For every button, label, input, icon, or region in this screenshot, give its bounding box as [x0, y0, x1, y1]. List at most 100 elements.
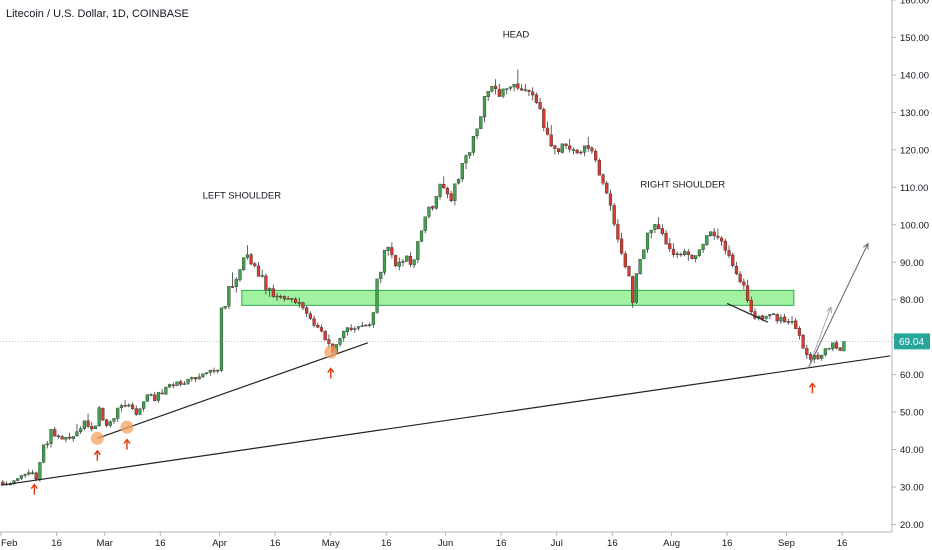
x-tick-label: Sep: [778, 538, 795, 549]
candle-up: [242, 257, 246, 270]
candle-down: [716, 235, 720, 238]
candle-up: [260, 275, 264, 277]
candle-down: [282, 296, 287, 300]
candle-up: [145, 394, 149, 402]
up-arrow-head-icon: [93, 449, 101, 456]
candle-down: [749, 299, 753, 313]
candle-down: [445, 188, 450, 195]
candle-up: [482, 96, 487, 118]
candle-up: [479, 116, 483, 129]
candle-down: [660, 228, 664, 234]
candle-up: [475, 128, 479, 137]
candle-down: [497, 89, 501, 97]
y-tick-label: 120.00: [900, 145, 929, 156]
up-arrow-head-icon: [808, 382, 816, 388]
candle-down: [553, 145, 557, 149]
candle-up: [438, 183, 442, 197]
candle-down: [312, 318, 316, 326]
candle-down: [171, 384, 175, 386]
x-tick-label: Apr: [212, 538, 227, 549]
touch-marker: [90, 431, 104, 445]
candle-up: [386, 246, 390, 251]
x-tick-label: Mar: [97, 538, 113, 549]
y-tick-label: 150.00: [900, 33, 929, 44]
x-tick-label: 16: [722, 538, 733, 549]
candle-up: [642, 249, 646, 260]
candle-up: [705, 235, 709, 245]
candle-down: [134, 408, 138, 415]
candle-up: [694, 255, 698, 259]
y-tick-label: 20.00: [900, 520, 924, 531]
candle-down: [616, 224, 620, 240]
candle-up: [275, 295, 279, 298]
candle-up: [164, 386, 168, 395]
candle-up: [682, 251, 687, 255]
candle-up: [697, 249, 701, 256]
candle-up: [156, 392, 161, 401]
candle-up: [149, 394, 153, 396]
candle-up: [234, 279, 238, 287]
candle-down: [534, 94, 538, 103]
candle-up: [501, 88, 505, 97]
candle-down: [623, 253, 627, 268]
y-tick-label: 80.00: [900, 295, 924, 306]
projection-arrowhead: [826, 306, 832, 314]
candle-up: [93, 425, 98, 429]
candle-up: [464, 155, 468, 164]
candle-up: [342, 330, 346, 339]
price-axis: 160.00 150.00 140.00 130.00 120.00 110.00 100.…: [891, 0, 930, 532]
candle-up: [49, 429, 53, 444]
annotation-layer: LEFT SHOULDER HEAD RIGHT SHOULDER: [203, 29, 726, 201]
candle-down: [86, 420, 90, 427]
candle-up: [523, 89, 527, 91]
candle-up: [505, 88, 509, 90]
trendline-layer: [0, 242, 892, 486]
x-tick-label: 16: [607, 538, 618, 549]
candle-up: [182, 383, 186, 385]
projection-line: [808, 243, 869, 368]
candle-up: [219, 307, 224, 371]
y-tick-label: 110.00: [900, 183, 928, 194]
candle-up: [649, 229, 653, 234]
x-tick-label: 16: [837, 538, 848, 549]
candle-down: [816, 354, 820, 360]
candle-down: [775, 314, 779, 322]
candle-down: [308, 313, 312, 319]
candle-up: [71, 436, 75, 439]
candle-down: [249, 254, 253, 265]
candle-down: [627, 265, 631, 277]
candle-down: [104, 419, 109, 426]
candle-up: [490, 85, 494, 92]
candle-up: [768, 314, 772, 316]
resistance-zone-layer: [241, 289, 795, 306]
candle-layer: [1, 69, 846, 486]
candle-down: [301, 302, 305, 309]
candle-up: [97, 407, 101, 426]
candle-down: [612, 205, 616, 225]
candle-down: [393, 255, 398, 267]
candle-up: [827, 348, 831, 350]
candle-down: [797, 328, 802, 336]
candle-up: [823, 348, 827, 356]
x-tick-label: 16: [381, 538, 392, 549]
candle-up: [582, 145, 587, 153]
candle-down: [686, 251, 690, 256]
candle-down: [745, 285, 750, 301]
marker-layer: [30, 345, 816, 495]
candle-up: [397, 261, 401, 267]
candle-up: [42, 444, 46, 463]
time-axis: Feb 16 Mar 16 Apr 16 May 16 Jun 16 Jul 16 Aug 16 Sep 16: [0, 531, 892, 549]
candle-down: [449, 193, 453, 202]
candle-up: [45, 443, 49, 446]
x-tick-label: 16: [155, 538, 166, 549]
candle-up: [831, 342, 835, 349]
candle-up: [201, 373, 205, 378]
candle-up: [708, 231, 713, 237]
candle-up: [245, 254, 249, 258]
candle-up: [38, 462, 42, 480]
candle-down: [727, 250, 731, 256]
y-tick-label: 30.00: [900, 483, 924, 494]
candle-down: [34, 472, 38, 480]
y-tick-label: 60.00: [900, 370, 924, 381]
